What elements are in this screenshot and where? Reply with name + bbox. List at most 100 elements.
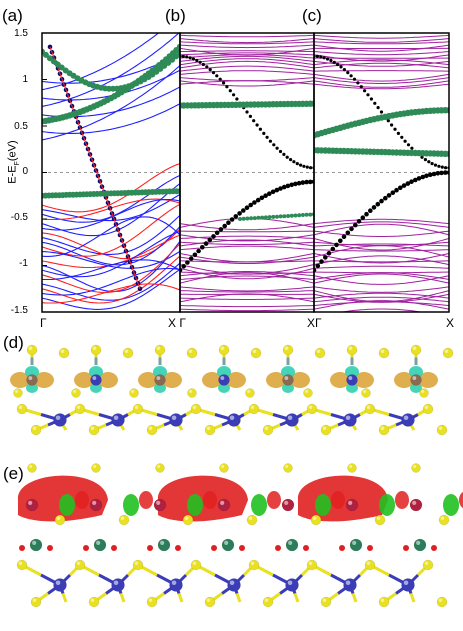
band-line	[42, 103, 180, 134]
band-line	[42, 243, 180, 293]
band-point	[326, 250, 332, 256]
band-point	[371, 205, 377, 210]
charge-lobe	[410, 383, 422, 393]
metal-atom-highlight	[403, 580, 409, 585]
bond	[61, 593, 68, 603]
sulfur-atom	[74, 559, 86, 571]
metal-atom-highlight	[284, 376, 289, 381]
band-line	[314, 249, 449, 252]
sulfur-atom-highlight	[252, 349, 257, 353]
band-line	[180, 297, 314, 300]
band-point	[363, 89, 367, 93]
band-point	[211, 71, 216, 75]
band-line	[42, 226, 180, 266]
bond	[351, 424, 358, 431]
panel-label-e: (e)	[3, 464, 24, 483]
sulfur-atom-highlight	[189, 389, 193, 393]
band-point	[300, 180, 306, 185]
band-line	[180, 305, 314, 308]
metal-atom-highlight	[96, 540, 101, 546]
band-point	[262, 131, 266, 135]
band-line	[42, 268, 180, 310]
metal-atom	[218, 374, 230, 386]
band-point	[241, 216, 246, 221]
panel-label-c: (c)	[302, 6, 322, 25]
charge-lobe	[345, 366, 359, 378]
band-point	[267, 191, 272, 196]
sulfur-atom	[248, 559, 260, 571]
sulfur-atom-highlight	[90, 598, 95, 602]
band-point	[373, 101, 377, 105]
band-point	[245, 216, 250, 221]
metal-atom	[349, 538, 363, 552]
band-point	[282, 152, 286, 156]
band-point	[405, 181, 411, 186]
band-point	[356, 219, 362, 224]
structure-panel-e	[16, 463, 463, 608]
band-line	[314, 34, 449, 39]
sulfur-atom	[74, 403, 86, 415]
bond	[293, 593, 300, 603]
band-point	[286, 214, 291, 218]
band-line	[180, 256, 314, 264]
charge-lobe	[331, 491, 345, 509]
band-line	[180, 290, 314, 293]
band-point	[309, 166, 313, 170]
band-point	[225, 85, 229, 89]
band-point	[368, 208, 373, 213]
sulfur-atom-highlight	[92, 346, 97, 350]
band-point	[428, 172, 433, 178]
band-point	[349, 226, 354, 232]
sulfur-atom	[54, 514, 66, 526]
band-point	[390, 190, 396, 195]
band-point	[390, 123, 394, 127]
band-line	[42, 65, 180, 141]
metal-atom	[111, 413, 125, 427]
sulfur-atom	[246, 514, 258, 526]
sulfur-atom-highlight	[124, 349, 129, 353]
bond	[409, 593, 416, 603]
metal-atom-highlight	[229, 415, 235, 420]
metal-atom-highlight	[345, 580, 351, 585]
sulfur-atom-highlight	[18, 405, 23, 409]
band-point	[42, 51, 49, 58]
sulfur-atom	[190, 403, 202, 415]
sulfur-atom	[438, 514, 450, 526]
band-line	[42, 198, 180, 231]
sulfur-atom	[219, 463, 229, 473]
sulfur-atom-highlight	[192, 561, 197, 565]
band-point	[323, 255, 328, 260]
band-line	[314, 44, 449, 52]
metal-atom	[53, 578, 67, 592]
band-point	[423, 158, 427, 162]
charge-lobe	[346, 383, 358, 393]
sulfur-atom	[411, 463, 421, 473]
band-point	[308, 179, 313, 185]
band-point	[322, 56, 326, 60]
band-point	[349, 74, 353, 78]
band-line	[180, 223, 314, 231]
charge-lobe	[281, 366, 295, 378]
band-line	[314, 245, 449, 258]
metal-atom	[53, 413, 67, 427]
band-point	[445, 107, 449, 114]
sulfur-atom	[146, 424, 158, 436]
sulfur-atom	[187, 388, 197, 398]
sulfur-atom	[410, 344, 422, 356]
bond	[177, 424, 184, 431]
band-line	[314, 80, 449, 88]
band-point	[352, 77, 357, 81]
band-line	[314, 265, 449, 269]
sulfur-atom-highlight	[206, 598, 211, 602]
sulfur-atom-highlight	[221, 464, 225, 468]
charge-lobe	[267, 491, 281, 509]
charge-lobe	[330, 372, 350, 388]
band-point	[229, 217, 235, 222]
sulfur-atom	[27, 463, 37, 473]
metal-atom	[169, 413, 183, 427]
metal-atom	[26, 374, 38, 386]
sulfur-atom-highlight	[29, 464, 33, 468]
metal-atom-highlight	[348, 500, 353, 505]
bond	[409, 424, 416, 431]
band-point	[191, 57, 195, 61]
